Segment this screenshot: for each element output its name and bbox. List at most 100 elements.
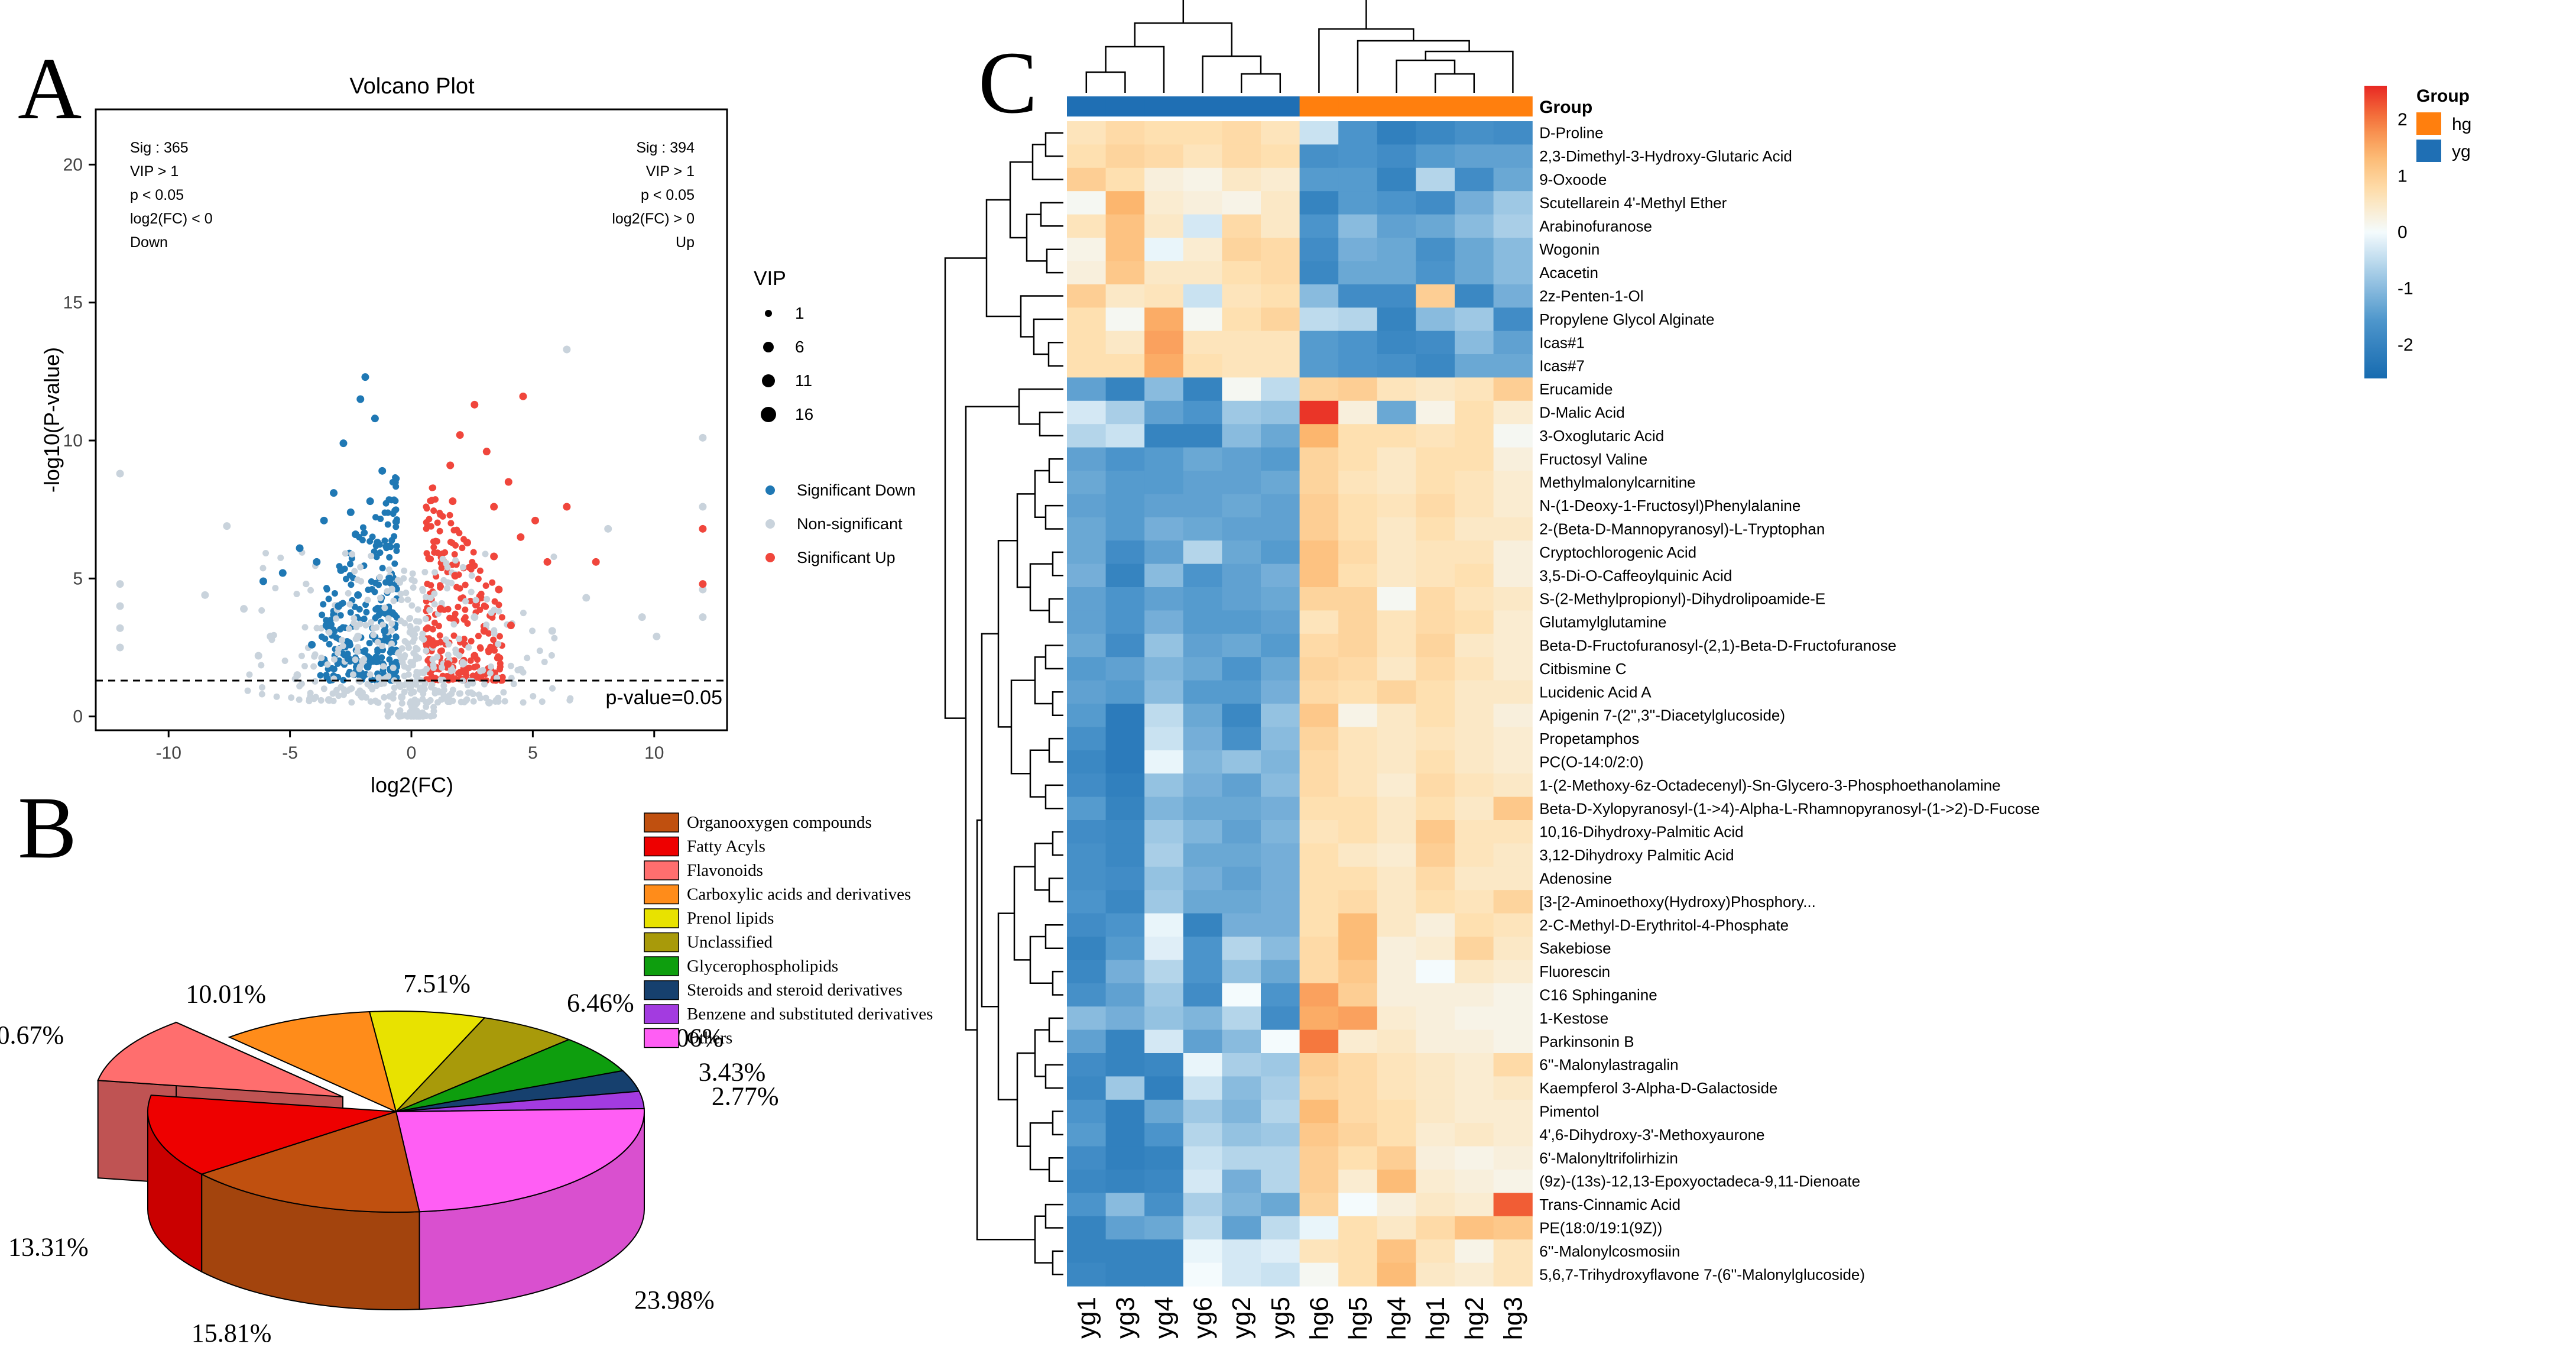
heatmap-cell bbox=[1067, 1146, 1107, 1170]
heatmap-cell bbox=[1067, 1099, 1107, 1123]
point-ns bbox=[391, 684, 398, 691]
heatmap-cell bbox=[1261, 866, 1300, 891]
heatmap-cell bbox=[1377, 1216, 1416, 1240]
pie-slice bbox=[147, 1095, 397, 1175]
pie-legend-label: Steroids and steroid derivatives bbox=[687, 981, 903, 1000]
heatmap-cell bbox=[1144, 1216, 1184, 1240]
group-bar-cell bbox=[1067, 96, 1107, 116]
point-ns bbox=[456, 652, 463, 659]
heatmap-cell bbox=[1067, 1216, 1107, 1240]
point-down bbox=[384, 521, 391, 528]
heatmap-cell bbox=[1067, 960, 1107, 984]
heatmap-cell bbox=[1105, 704, 1145, 727]
point-ns bbox=[475, 691, 482, 698]
heatmap-cell bbox=[1183, 354, 1222, 378]
heatmap-cell bbox=[1105, 1262, 1145, 1287]
point-ns bbox=[455, 635, 462, 642]
heatmap-cell bbox=[1222, 564, 1261, 588]
heatmap-cell bbox=[1183, 307, 1222, 332]
point-down bbox=[392, 518, 399, 525]
point-up bbox=[467, 597, 474, 604]
heatmap-cell bbox=[1105, 633, 1145, 658]
point-up bbox=[475, 633, 482, 640]
heatmap-cell bbox=[1299, 587, 1339, 611]
point-ns bbox=[348, 699, 355, 706]
dendrogram-branch bbox=[1013, 866, 1035, 961]
point-ns bbox=[293, 671, 301, 679]
pie-percent-labels: 7.51%10.01%6.46%6.06%10.67%3.43%2.77%13.… bbox=[0, 969, 779, 1348]
heatmap-cell bbox=[1144, 191, 1184, 215]
point-ns bbox=[374, 639, 381, 646]
heatmap-cell bbox=[1338, 1123, 1378, 1147]
point-ns bbox=[468, 572, 475, 579]
vip-legend-title: VIP bbox=[754, 267, 786, 290]
row-label: Propylene Glycol Alginate bbox=[1539, 310, 1714, 328]
pie-legend-swatch bbox=[644, 1028, 679, 1048]
heatmap-cell bbox=[1261, 1006, 1300, 1031]
point-up bbox=[492, 669, 499, 676]
heatmap-cell bbox=[1338, 377, 1378, 401]
heatmap-cell bbox=[1183, 657, 1222, 681]
heatmap-cell bbox=[1261, 587, 1300, 611]
dendrogram-branch bbox=[1009, 161, 1033, 239]
point-ns bbox=[357, 564, 364, 571]
heatmap-cell bbox=[1416, 191, 1455, 215]
point-down bbox=[391, 507, 398, 514]
heatmap-cell bbox=[1261, 680, 1300, 704]
point-ns bbox=[434, 653, 441, 660]
heatmap-cell bbox=[1493, 820, 1533, 844]
heatmap-cell bbox=[1455, 750, 1494, 774]
heatmap-cell bbox=[1105, 1076, 1145, 1100]
point-ns bbox=[472, 597, 479, 604]
row-labels: D-Proline 2,3-Dimethyl-3-Hydroxy-Glutaric… bbox=[1539, 124, 2040, 1284]
column-label: yg4 bbox=[1150, 1297, 1179, 1339]
point-up bbox=[480, 627, 488, 635]
heatmap-cell bbox=[1416, 471, 1455, 494]
point-ns bbox=[479, 667, 486, 674]
heatmap-cell bbox=[1067, 680, 1107, 704]
point-down bbox=[320, 601, 327, 608]
group-bar-cell bbox=[1261, 96, 1300, 116]
point-ns bbox=[524, 655, 531, 662]
point-down bbox=[393, 548, 400, 555]
point-down bbox=[391, 611, 398, 619]
heatmap-cell bbox=[1183, 447, 1222, 471]
volcano-xlabel: log2(FC) bbox=[371, 773, 453, 797]
row-label: Fructosyl Valine bbox=[1539, 450, 1647, 468]
point-ns bbox=[421, 569, 429, 576]
dendrogram-branch bbox=[1031, 144, 1063, 180]
heatmap-cell bbox=[1455, 1006, 1494, 1031]
heatmap-cell bbox=[1338, 960, 1378, 984]
heatmap-cell bbox=[1455, 307, 1494, 332]
heatmap-cell bbox=[1183, 796, 1222, 821]
heatmap-cell bbox=[1144, 471, 1184, 494]
heatmap-cell bbox=[1493, 471, 1533, 494]
point-ns bbox=[349, 671, 356, 678]
heatmap-cell bbox=[1299, 331, 1339, 355]
dendrogram-branch bbox=[1026, 213, 1047, 262]
point-ns bbox=[293, 590, 300, 597]
point-ns bbox=[385, 673, 392, 680]
panel-label-b: B bbox=[18, 779, 77, 877]
point-down bbox=[337, 612, 344, 619]
point-ns bbox=[582, 594, 591, 602]
heatmap-cell bbox=[1144, 1076, 1184, 1100]
panel-label-c: C bbox=[978, 34, 1037, 132]
heatmap-cell bbox=[1261, 331, 1300, 355]
point-ns bbox=[296, 696, 303, 703]
heatmap-cell bbox=[1338, 261, 1378, 285]
point-ns bbox=[288, 694, 295, 701]
heatmap-cell bbox=[1416, 517, 1455, 541]
heatmap-cell bbox=[1299, 960, 1339, 984]
point-up bbox=[431, 619, 438, 626]
heatmap-cell bbox=[1067, 1262, 1107, 1287]
heatmap-cell bbox=[1261, 890, 1300, 914]
heatmap-cell bbox=[1222, 890, 1261, 914]
point-ns bbox=[201, 591, 209, 599]
pie-legend-swatch bbox=[644, 1004, 679, 1024]
heatmap-cell bbox=[1377, 1099, 1416, 1123]
point-ns bbox=[361, 656, 368, 663]
heatmap-cell bbox=[1377, 214, 1416, 238]
point-up bbox=[423, 550, 430, 557]
pie-legend-swatch bbox=[644, 836, 679, 857]
